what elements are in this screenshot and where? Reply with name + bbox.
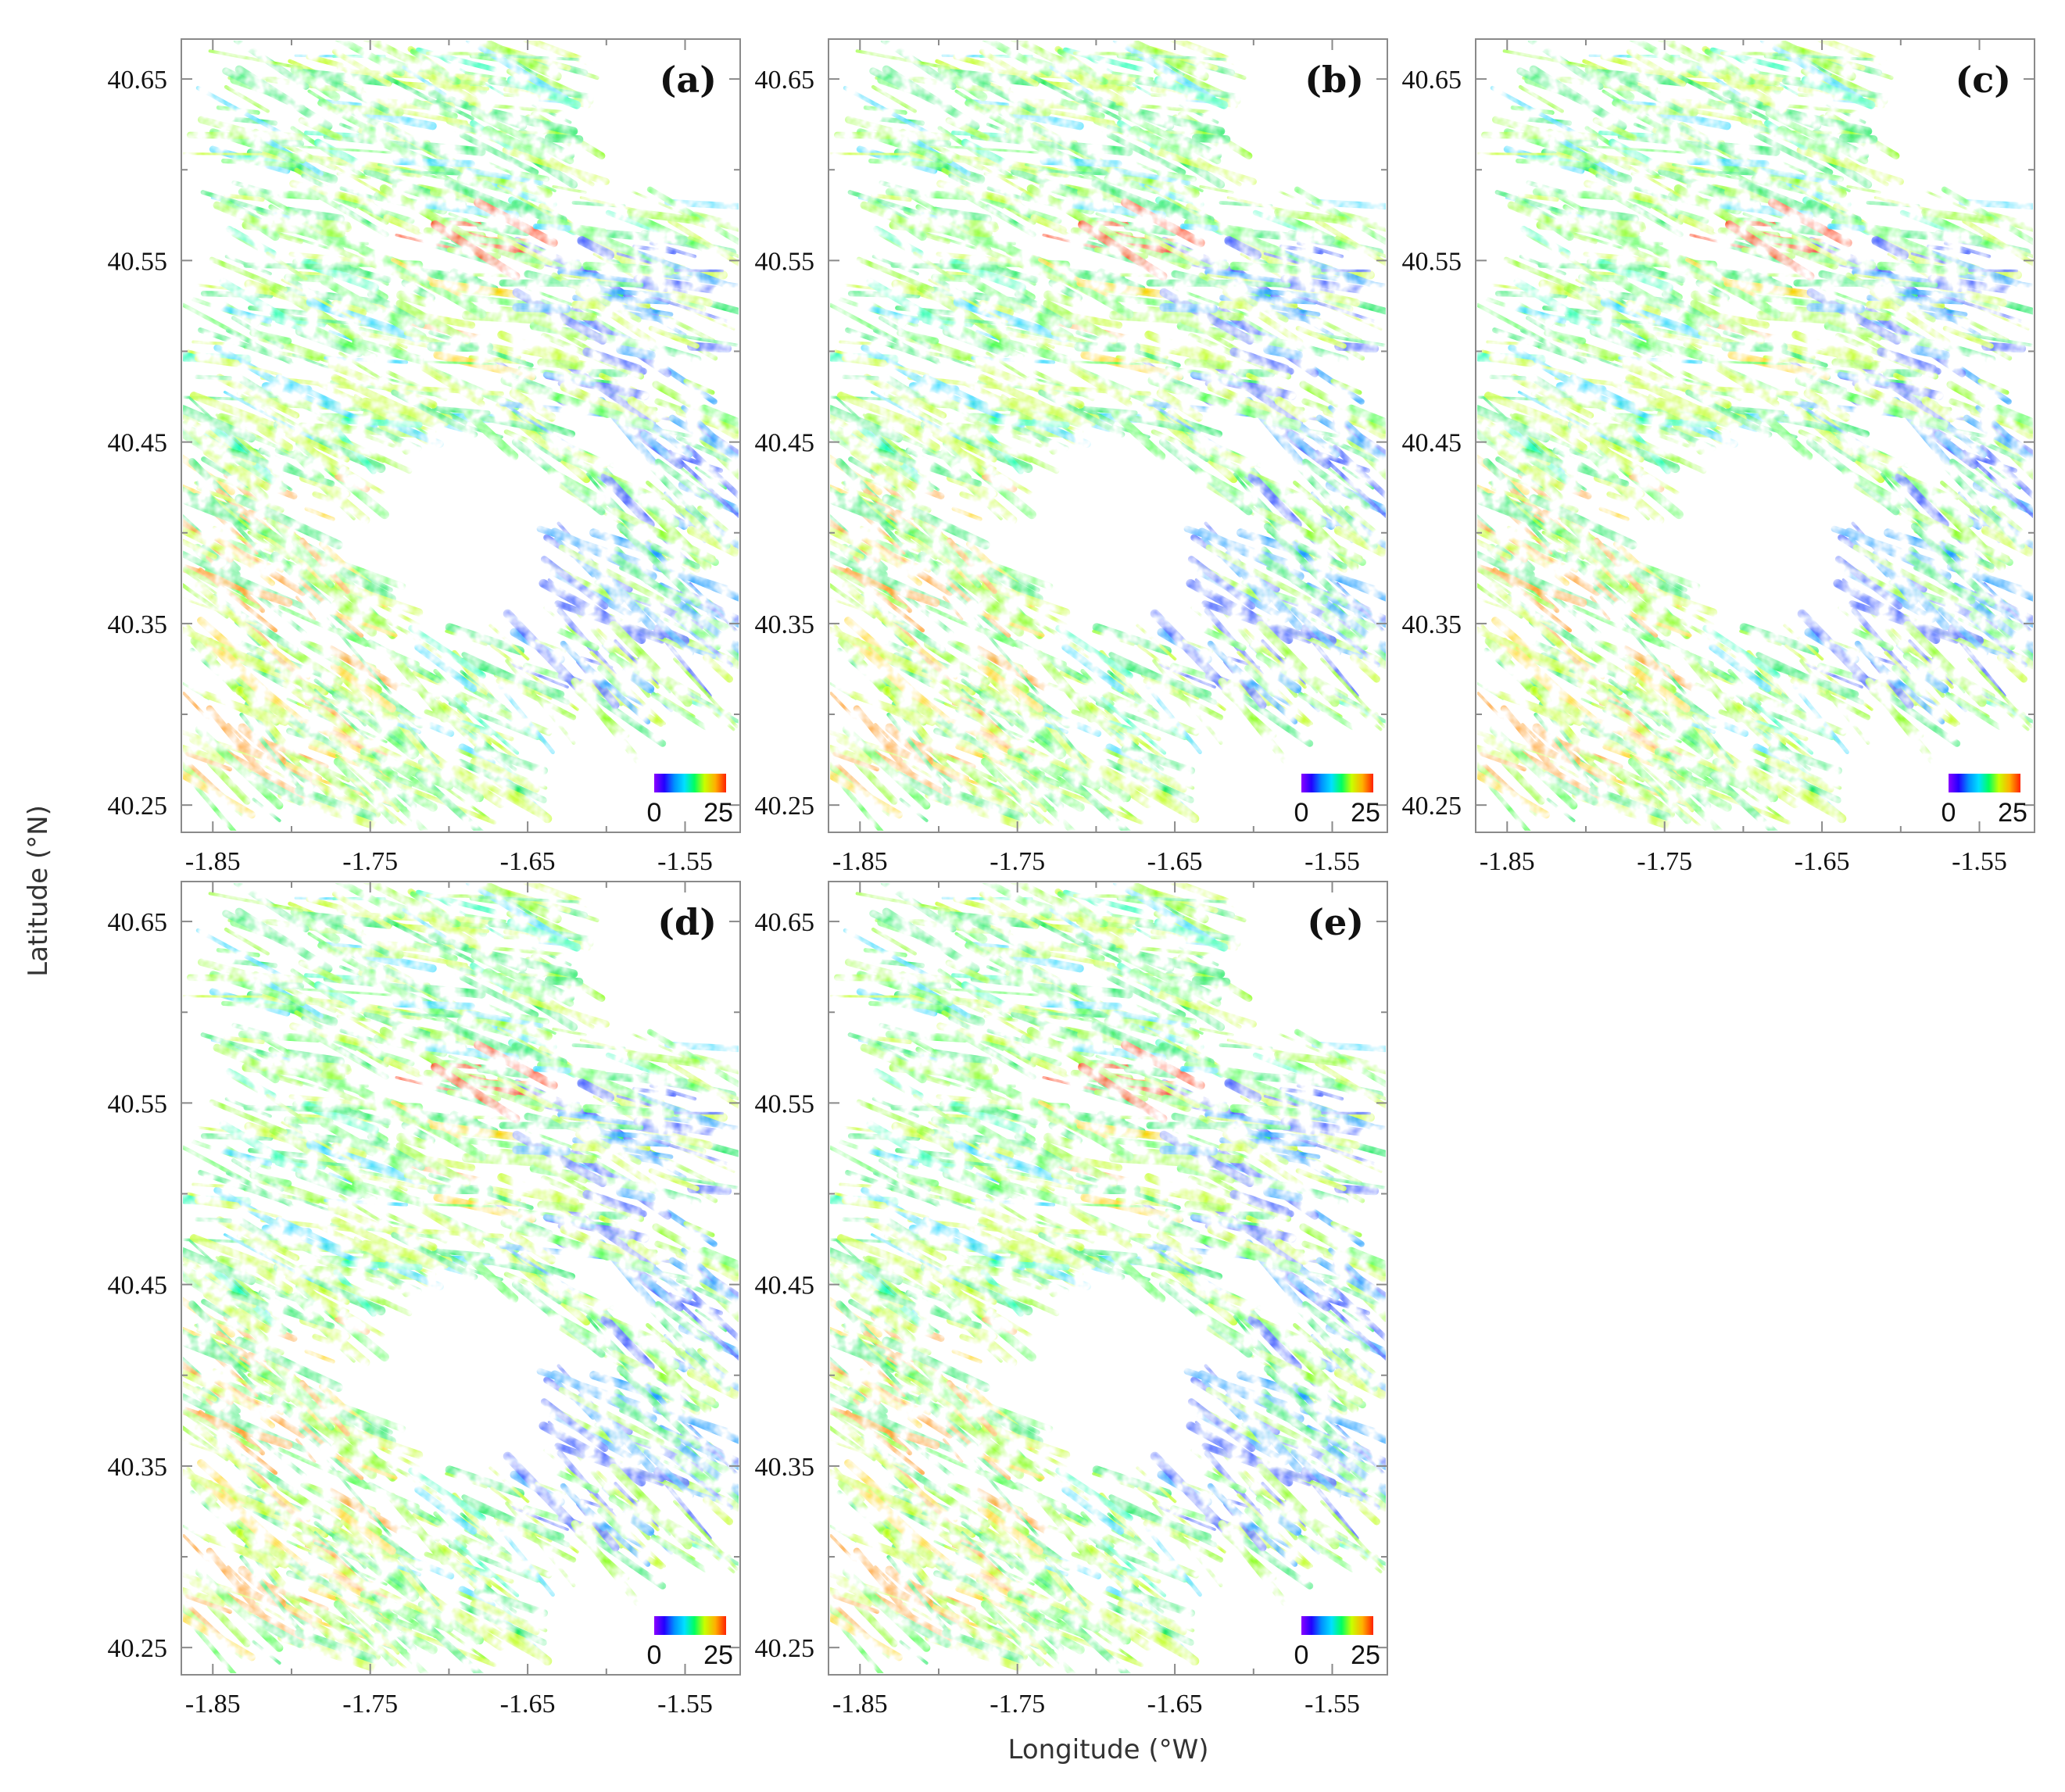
lon-tick-label: -1.75 [1637, 847, 1692, 876]
panel-label: (b) [1304, 59, 1364, 101]
colorbar-min-label: 0 [1294, 1640, 1309, 1670]
lat-tick-label: 40.55 [1402, 247, 1462, 276]
colorbar-min-label: 0 [1942, 798, 1956, 828]
lon-tick-label: -1.55 [657, 847, 713, 876]
lon-tick-label: -1.65 [500, 1690, 556, 1719]
colorbar-max-label: 25 [1998, 798, 2027, 828]
lon-tick-label: -1.85 [832, 1690, 888, 1719]
panel-label: (e) [1307, 901, 1364, 943]
map-panel-c: -1.85 -1.75 -1.65 -1.55 40.65 40.55 40.45 40.35… [1402, 38, 2035, 876]
lon-tick-label: -1.65 [1147, 847, 1203, 876]
lon-tick-label: -1.85 [185, 1690, 241, 1719]
deformation-raster [183, 41, 739, 831]
lat-tick-label: 40.45 [755, 429, 815, 458]
lat-tick-label: 40.65 [108, 66, 168, 95]
panel-label: (c) [1955, 59, 2011, 101]
lat-tick-label: 40.25 [755, 792, 815, 821]
colorbar: 0 25 [647, 1616, 733, 1670]
map-panel-b: -1.85 -1.75 -1.65 -1.55 40.65 40.55 40.45 40.35… [755, 38, 1388, 876]
lat-tick-label: 40.55 [108, 247, 168, 276]
lat-tick-label: 40.55 [755, 1089, 815, 1118]
colorbar-gradient [1301, 774, 1373, 792]
lon-tick-label: -1.55 [1304, 847, 1360, 876]
lat-tick-label: 40.25 [108, 1634, 168, 1663]
colorbar-max-label: 25 [703, 1640, 733, 1670]
lat-tick-label: 40.45 [108, 1272, 168, 1300]
lat-tick-label: 40.45 [1402, 429, 1462, 458]
lat-tick-label: 40.65 [108, 908, 168, 937]
colorbar-max-label: 25 [1351, 1640, 1380, 1670]
map-panel-d: -1.85 -1.75 -1.65 -1.55 40.65 40.55 40.45 40.35… [108, 881, 741, 1719]
colorbar-max-label: 25 [703, 798, 733, 828]
lat-tick-label: 40.45 [108, 429, 168, 458]
deformation-raster [830, 41, 1386, 831]
lon-tick-label: -1.55 [657, 1690, 713, 1719]
lat-tick-label: 40.35 [108, 1453, 168, 1482]
lon-tick-label: -1.65 [1147, 1690, 1203, 1719]
lon-tick-label: -1.65 [500, 847, 556, 876]
lon-tick-label: -1.75 [990, 847, 1045, 876]
colorbar: 0 25 [1294, 774, 1380, 828]
colorbar-gradient [654, 1616, 726, 1635]
lat-tick-label: 40.65 [755, 66, 815, 95]
colorbar-min-label: 0 [1294, 798, 1309, 828]
lon-tick-label: -1.65 [1795, 847, 1850, 876]
colorbar-gradient [1301, 1616, 1373, 1635]
deformation-raster [1477, 41, 2033, 831]
lat-tick-label: 40.55 [755, 247, 815, 276]
lat-tick-label: 40.65 [755, 908, 815, 937]
lon-tick-label: -1.75 [342, 1690, 398, 1719]
lon-tick-label: -1.85 [185, 847, 241, 876]
lon-tick-label: -1.75 [342, 847, 398, 876]
lon-tick-label: -1.55 [1304, 1690, 1360, 1719]
lat-tick-label: 40.45 [755, 1272, 815, 1300]
colorbar: 0 25 [1942, 774, 2027, 828]
lon-tick-label: -1.85 [1480, 847, 1535, 876]
panel-label: (a) [660, 59, 717, 101]
map-panel-e: -1.85 -1.75 -1.65 -1.55 40.65 40.55 40.45 40.35… [755, 881, 1388, 1719]
lat-tick-label: 40.65 [1402, 66, 1462, 95]
lon-tick-label: -1.85 [832, 847, 888, 876]
deformation-raster [183, 883, 739, 1673]
colorbar: 0 25 [647, 774, 733, 828]
lat-tick-label: 40.25 [108, 792, 168, 821]
lat-tick-label: 40.25 [755, 1634, 815, 1663]
lon-tick-label: -1.55 [1952, 847, 2007, 876]
colorbar-gradient [1949, 774, 2020, 792]
panel-label: (d) [657, 901, 717, 943]
colorbar-max-label: 25 [1351, 798, 1380, 828]
lon-tick-label: -1.75 [990, 1690, 1045, 1719]
lat-tick-label: 40.35 [108, 610, 168, 639]
colorbar-min-label: 0 [647, 798, 662, 828]
lat-tick-label: 40.25 [1402, 792, 1462, 821]
x-axis-title: Longitude (°W) [1007, 1734, 1208, 1765]
lat-tick-label: 40.35 [755, 610, 815, 639]
colorbar-gradient [654, 774, 726, 792]
map-panels: -1.85 -1.75 -1.65 -1.55 40.65 40.55 40.45 40.35… [108, 38, 2035, 1719]
lat-tick-label: 40.55 [108, 1089, 168, 1118]
map-panel-a: -1.85 -1.75 -1.65 -1.55 40.65 40.55 40.45 40.35… [108, 38, 741, 876]
colorbar: 0 25 [1294, 1616, 1380, 1670]
lat-tick-label: 40.35 [755, 1453, 815, 1482]
colorbar-min-label: 0 [647, 1640, 662, 1670]
lat-tick-label: 40.35 [1402, 610, 1462, 639]
y-axis-title: Latitude (°N) [23, 805, 54, 977]
deformation-raster [830, 883, 1386, 1673]
